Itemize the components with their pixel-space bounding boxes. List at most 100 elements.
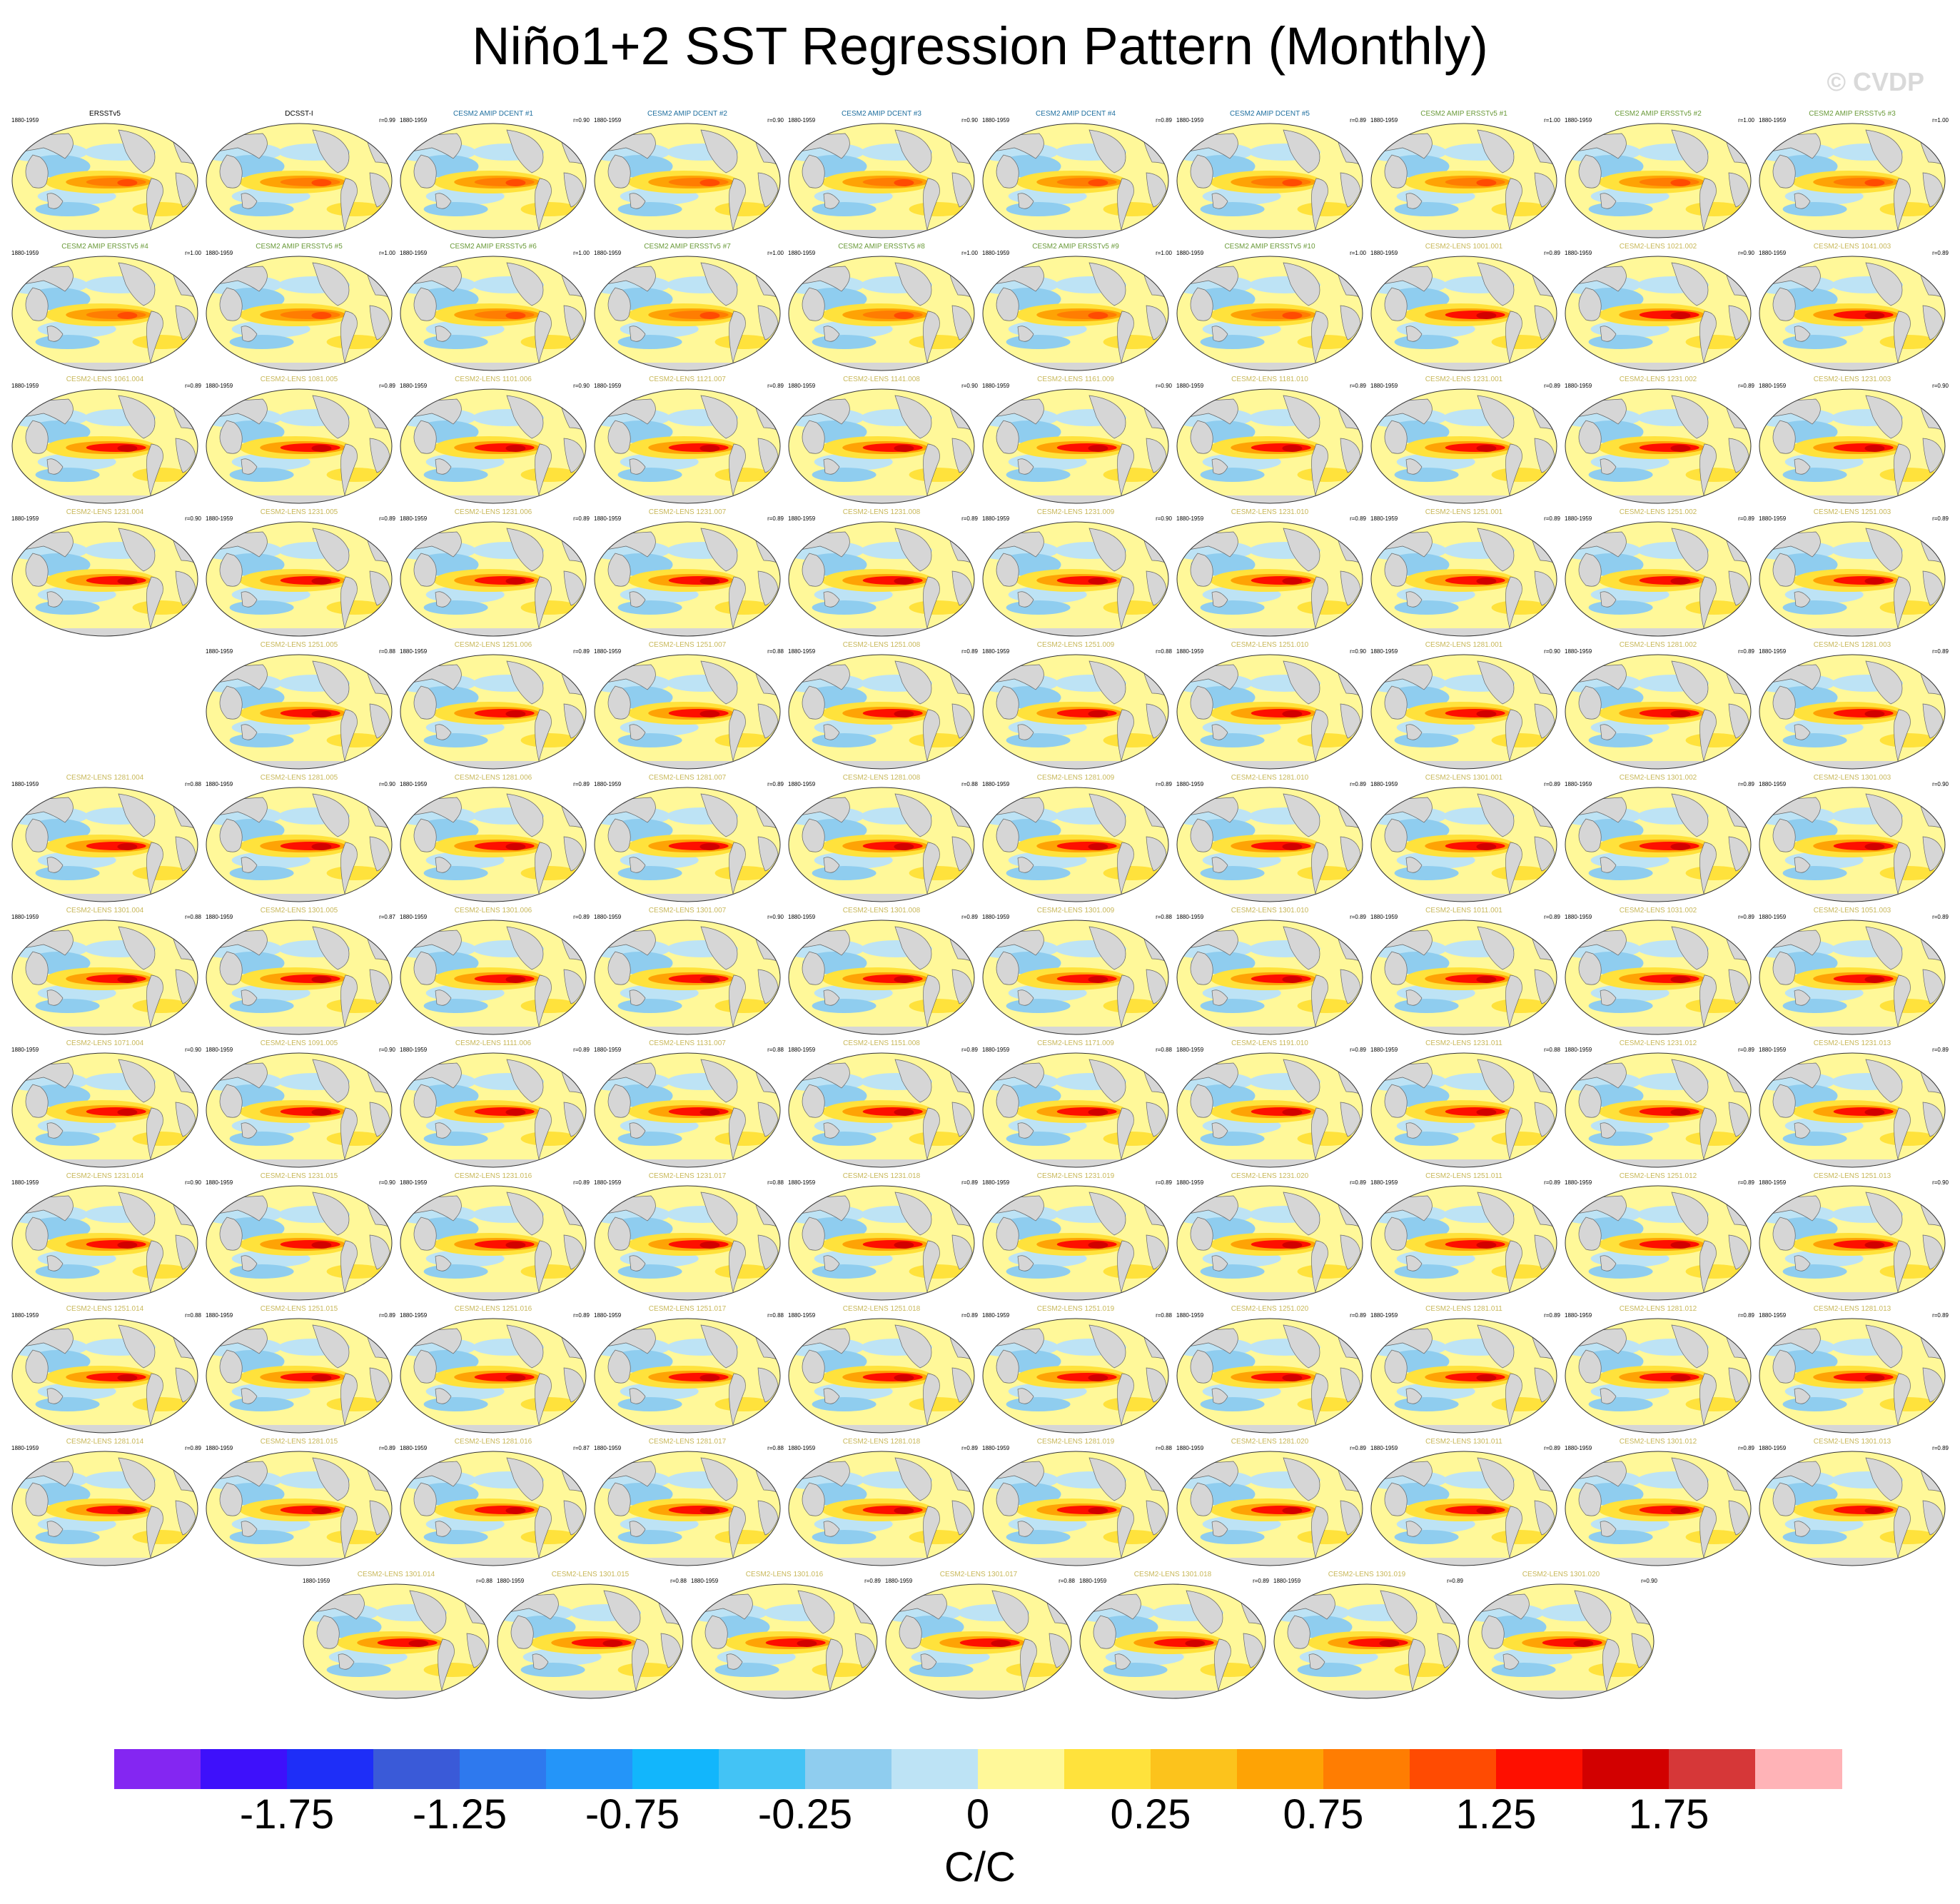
positive-anomaly [894,578,914,585]
map-regression-pattern [400,1185,587,1301]
panel-years: 1880-1959 [885,1578,913,1584]
continent [510,1615,534,1649]
map-regression-pattern [1565,1451,1752,1566]
continent [1283,528,1320,572]
positive-anomaly [326,866,384,880]
panel-title: CESM2-LENS 1231.017 [648,1172,727,1180]
positive-anomaly [714,999,772,1013]
antarctica [595,894,780,902]
continent [1243,1633,1264,1668]
continent [1093,1615,1116,1649]
panel-pattern-correlation: r=0.89 [1544,1312,1560,1319]
panel-pattern-correlation: r=0.89 [1738,781,1754,787]
colorbar-swatch [805,1749,892,1789]
continent [1190,154,1213,188]
map-regression-pattern [982,1052,1169,1168]
continent [1574,1590,1612,1634]
map-panel: CESM2-LENS 1251.016 1880-1959 r=0.89 [397,1304,590,1446]
continent [1728,1234,1749,1270]
panel-title: CESM2-LENS 1191.010 [1231,1039,1308,1047]
antarctica [595,1159,780,1167]
continent [118,793,156,837]
panel-grid: ERSSTv5 1880-1959 DCSST-I r=0.99 CESM2 AMIP … [9,110,1949,1699]
continent [340,1240,358,1293]
panel-years: 1880-1959 [1759,1047,1787,1053]
panel-pattern-correlation: r=0.88 [1156,1047,1172,1053]
positive-anomaly [1670,578,1691,585]
panel-pattern-correlation: r=1.00 [961,250,978,256]
map-panel: CESM2-LENS 1231.009 1880-1959 r=0.90 [979,507,1172,650]
continent [1600,193,1617,209]
panel-years: 1880-1959 [788,648,816,655]
map-regression-pattern [1273,1583,1460,1699]
antarctica [1177,761,1363,769]
continent [241,591,258,608]
panel-pattern-correlation: r=0.90 [185,1179,201,1186]
continent [413,553,437,587]
panel-years: 1880-1959 [982,781,1010,787]
continent [1190,1482,1213,1516]
panel-title: ERSSTv5 [89,110,121,118]
continent [1671,528,1709,572]
map-regression-pattern [1565,1318,1752,1434]
positive-anomaly [326,1530,384,1544]
positive-anomaly [699,1374,720,1381]
positive-anomaly [699,710,720,717]
map-panel: CESM2 AMIP ERSSTv5 #7 1880-1959 r=1.00 [591,241,784,384]
continent [25,1349,49,1384]
positive-anomaly [1476,843,1497,850]
panel-years: 1880-1959 [594,914,622,920]
map-regression-pattern [1565,1052,1752,1168]
continent [729,1506,746,1558]
continent [996,685,1019,720]
positive-anomaly [311,1374,332,1381]
continent [340,842,358,895]
positive-anomaly [1297,468,1355,482]
negative-anomaly [617,733,682,747]
map-regression-pattern [400,521,587,637]
antarctica [12,1027,198,1034]
continent [1794,724,1811,740]
panel-years: 1880-1959 [788,1047,816,1053]
map-panel: CESM2-LENS 1251.015 1880-1959 r=0.89 [203,1304,395,1446]
negative-anomaly [1200,1397,1265,1411]
positive-anomaly [311,578,332,585]
panel-years: 1880-1959 [1565,1312,1592,1319]
antarctica [206,1425,392,1433]
map-regression-pattern [206,256,393,371]
panel-years: 1880-1959 [1176,117,1204,124]
panel-pattern-correlation: r=0.87 [379,914,395,920]
positive-anomaly [132,1530,190,1544]
continent [175,172,196,208]
continent [1146,438,1167,473]
negative-anomaly [1394,1397,1459,1411]
panel-years: 1880-1959 [11,383,39,389]
positive-anomaly [812,1663,869,1677]
panel-pattern-correlation: r=0.89 [1447,1578,1463,1584]
continent [563,1500,585,1536]
continent [369,1500,390,1536]
continent [1384,818,1408,852]
antarctica [789,1159,974,1167]
map-regression-pattern [1759,654,1946,770]
negative-anomaly [35,600,100,615]
negative-anomaly [1394,468,1459,482]
map-panel: CESM2-LENS 1061.004 1880-1959 r=0.89 [9,374,201,517]
map-regression-pattern [206,1451,393,1566]
negative-anomaly [1782,1397,1847,1411]
continent [1922,172,1944,208]
panel-pattern-correlation: r=0.90 [1544,648,1560,655]
continent [1728,836,1749,872]
negative-anomaly [423,733,488,747]
continent [1600,857,1617,873]
map-panel: CESM2-LENS 1301.006 1880-1959 r=0.89 [397,905,590,1048]
continent [951,703,973,739]
continent [1340,438,1361,473]
positive-anomaly [714,468,772,482]
map-panel: CESM2-LENS 1301.008 1880-1959 r=0.89 [785,905,978,1048]
map-outline [206,521,393,637]
negative-anomaly [617,600,682,615]
positive-anomaly [714,600,772,615]
map-outline [206,787,393,902]
continent [563,172,585,208]
